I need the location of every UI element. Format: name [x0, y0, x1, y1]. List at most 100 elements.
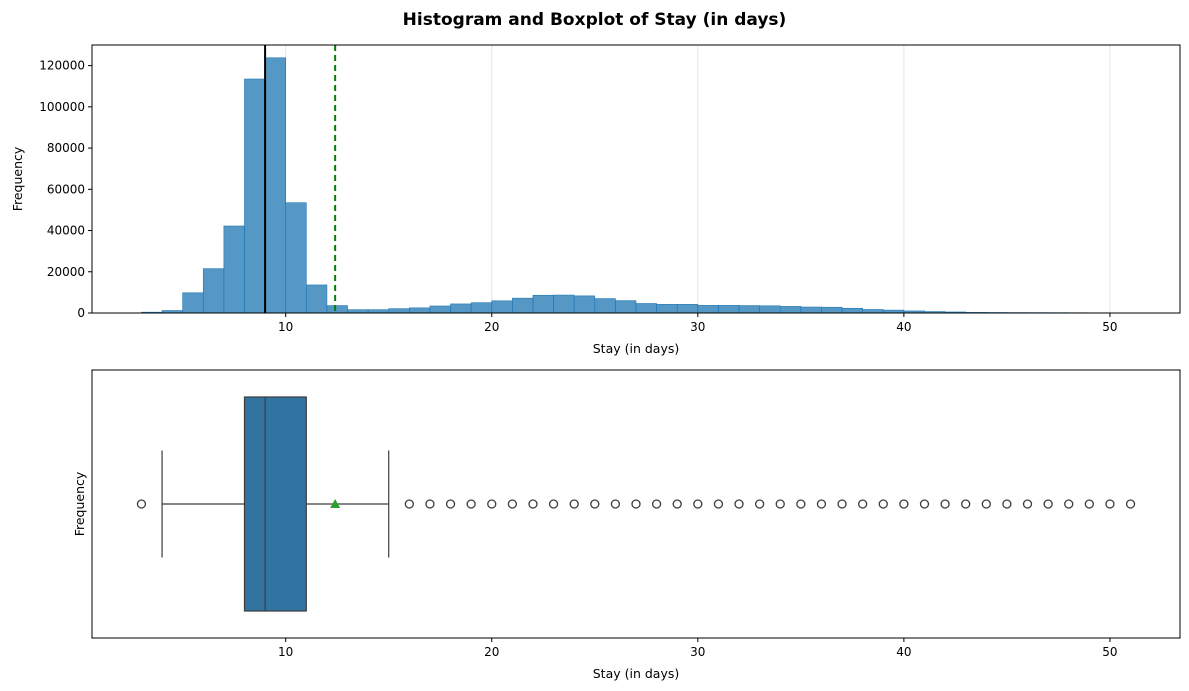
outlier-point	[919, 499, 930, 509]
boxplot-x-tick-label: 50	[1102, 645, 1117, 659]
boxplot-x-tick-label: 20	[484, 645, 499, 659]
histogram-bar	[656, 304, 678, 314]
histogram-bar	[862, 309, 884, 314]
outlier-point	[961, 499, 971, 509]
histogram-bar	[718, 305, 740, 314]
histogram-bar	[697, 305, 719, 314]
histogram-bar	[285, 202, 307, 314]
histogram-y-ticks: 0 20000 40000 60000 80000 100000 120000	[39, 59, 92, 320]
histogram-bar	[450, 303, 472, 314]
outlier-point	[487, 499, 497, 509]
histogram-bars	[141, 57, 1131, 314]
histogram-bar	[532, 294, 554, 314]
box-iqr	[243, 396, 307, 612]
histogram-bar	[594, 298, 616, 314]
outlier-point	[1043, 499, 1053, 509]
histogram-panel: 10 20 30 40 50 0 20000 40000 60000 80000 100000 12…	[10, 44, 1181, 356]
boxplot-elements	[161, 396, 390, 612]
histogram-y-tick-label: 80000	[47, 141, 85, 155]
mean-marker	[330, 499, 341, 508]
outlier-point	[672, 499, 682, 509]
outlier-point	[693, 499, 703, 509]
histogram-x-tick-label: 40	[896, 320, 911, 334]
outlier-point	[610, 499, 621, 509]
histogram-x-tick-label: 10	[278, 320, 293, 334]
outlier-point	[651, 499, 662, 509]
histogram-bar	[841, 307, 863, 314]
histogram-bar	[388, 308, 410, 314]
boxplot-x-tick-label: 30	[690, 645, 705, 659]
outlier-point	[548, 499, 559, 509]
histogram-bar	[779, 306, 802, 314]
histogram-bar	[409, 307, 431, 314]
outlier-point	[754, 499, 765, 509]
outlier-point	[590, 499, 600, 509]
histogram-bar	[615, 300, 637, 314]
histogram-bar	[326, 305, 348, 314]
histogram-y-tick-label: 0	[77, 306, 85, 320]
outlier-point	[445, 499, 456, 509]
histogram-bar	[182, 292, 204, 314]
histogram-bar	[573, 295, 596, 314]
outlier-point	[1084, 499, 1094, 509]
outlier-point	[940, 499, 950, 509]
chart-title: Histogram and Boxplot of Stay (in days)	[403, 10, 787, 30]
histogram-y-axis-label: Frequency	[10, 146, 25, 211]
histogram-reference-lines	[264, 45, 337, 313]
histogram-bar	[553, 294, 575, 314]
outlier-point	[466, 499, 476, 509]
boxplot-x-tick-label: 40	[896, 645, 911, 659]
boxplot-panel: 10 20 30 40 50 Stay (in days) Frequency	[72, 369, 1181, 681]
histogram-bar	[821, 306, 843, 314]
outlier-point	[631, 499, 641, 509]
outlier-point	[775, 499, 785, 509]
outlier-point	[796, 499, 806, 509]
histogram-x-axis-label: Stay (in days)	[593, 341, 680, 356]
outlier-point	[1105, 499, 1115, 509]
histogram-x-tick-label: 20	[484, 320, 499, 334]
boxplot-x-tick-label: 10	[278, 645, 293, 659]
histogram-bar	[676, 304, 699, 314]
boxplot-outliers	[136, 499, 1136, 509]
histogram-y-tick-label: 120000	[39, 59, 85, 73]
histogram-plot-frame	[91, 44, 1181, 314]
outlier-point	[404, 499, 414, 509]
histogram-bar	[738, 305, 760, 314]
histogram-bar	[800, 306, 822, 314]
histogram-x-tick-label: 30	[690, 320, 705, 334]
histogram-bar	[470, 302, 493, 314]
boxplot-x-axis-label: Stay (in days)	[593, 666, 680, 681]
outlier-point	[1064, 499, 1074, 509]
boxplot-x-ticks: 10 20 30 40 50	[278, 638, 1118, 659]
histogram-bar	[759, 305, 781, 314]
outlier-point	[136, 499, 147, 509]
histogram-bar	[512, 297, 534, 314]
histogram-bar	[202, 268, 225, 314]
histogram-x-tick-label: 50	[1102, 320, 1117, 334]
histogram-y-tick-label: 60000	[47, 182, 85, 196]
histogram-bar	[264, 57, 286, 314]
histogram-y-tick-label: 100000	[39, 100, 85, 114]
outlier-point	[899, 499, 909, 509]
histogram-bar	[223, 225, 245, 314]
outlier-point	[1125, 499, 1136, 509]
histogram-x-ticks: 10 20 30 40 50	[278, 313, 1118, 334]
histogram-y-tick-label: 40000	[47, 224, 85, 238]
outlier-point	[734, 499, 744, 509]
histogram-bar	[491, 300, 513, 314]
outlier-point	[425, 499, 435, 509]
outlier-point	[1022, 499, 1033, 509]
outlier-point	[528, 499, 538, 509]
outlier-point	[569, 499, 579, 509]
outlier-point	[858, 499, 868, 509]
boxplot-y-axis-label: Frequency	[72, 471, 87, 536]
outlier-point	[837, 499, 847, 509]
outlier-point	[713, 499, 724, 509]
histogram-grid	[285, 45, 1111, 313]
outlier-point	[816, 499, 827, 509]
outlier-point	[878, 499, 888, 509]
histogram-bar	[635, 303, 657, 314]
histogram-bar	[429, 305, 451, 314]
outlier-point	[507, 499, 518, 509]
histogram-bar	[244, 78, 266, 314]
